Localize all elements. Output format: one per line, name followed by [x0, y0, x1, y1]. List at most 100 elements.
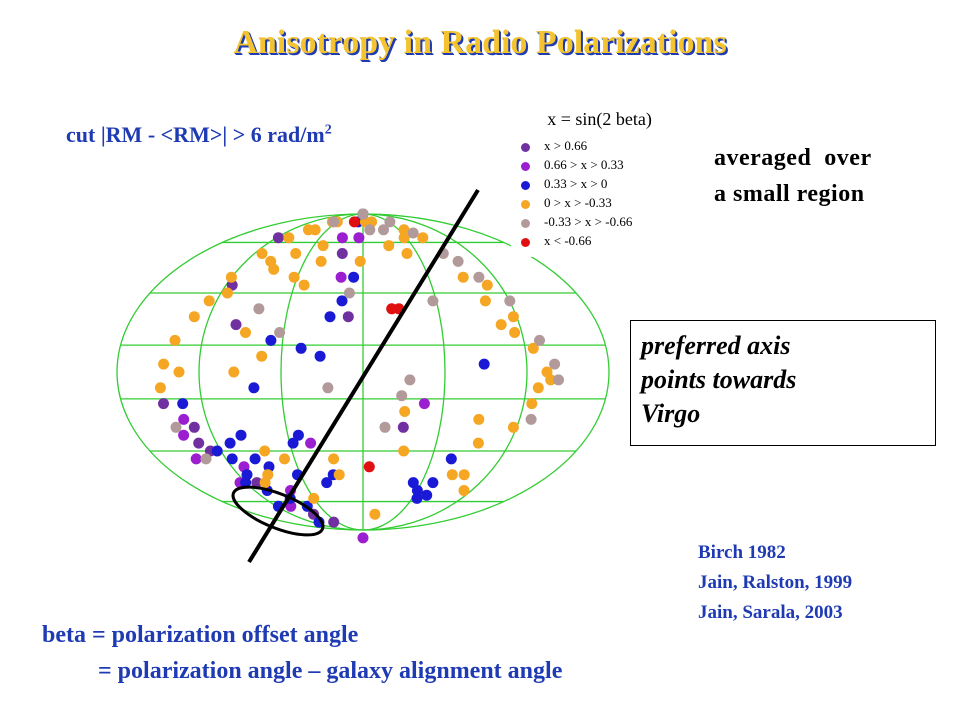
data-point: [398, 224, 410, 236]
data-point: [458, 485, 470, 496]
data-point: [348, 216, 360, 228]
data-point: [481, 279, 493, 291]
data-point: [203, 295, 215, 307]
data-point: [240, 477, 252, 489]
data-point: [225, 271, 237, 283]
data-point: [305, 437, 317, 449]
data-point: [193, 437, 205, 449]
data-point: [357, 532, 369, 544]
data-point: [211, 445, 223, 457]
averaged-line1: averaged over: [714, 145, 872, 171]
data-point: [354, 255, 366, 267]
data-point: [328, 516, 340, 528]
data-point: [226, 453, 238, 465]
data-point: [200, 453, 212, 465]
legend-entry: x > 0.66: [521, 138, 587, 154]
data-point: [504, 295, 516, 307]
page-title: Anisotropy in Radio Polarizations: [233, 24, 727, 61]
data-point: [473, 271, 485, 283]
data-point: [158, 398, 169, 410]
data-point: [228, 366, 240, 378]
data-point: [427, 477, 439, 489]
legend-title: x = sin(2 beta): [547, 109, 652, 129]
data-point: [333, 469, 345, 481]
axis-note-line2: points towards: [641, 365, 797, 394]
data-point: [418, 398, 430, 410]
data-point: [353, 232, 365, 244]
preferred-axis-line: [247, 188, 480, 564]
axis-note-line1: preferred axis: [641, 331, 791, 360]
data-point: [509, 327, 521, 338]
data-point: [342, 311, 354, 323]
data-point: [478, 358, 490, 370]
data-point: [407, 227, 419, 239]
data-point: [283, 232, 295, 244]
data-point: [309, 224, 321, 236]
data-point: [357, 208, 369, 220]
data-point: [230, 319, 242, 331]
data-point: [396, 390, 408, 402]
data-point: [553, 374, 564, 386]
legend-label: x > 0.66: [544, 138, 588, 153]
data-point: [397, 421, 409, 433]
cut-label-sup: 2: [324, 122, 332, 138]
data-point: [265, 334, 277, 346]
data-point: [314, 350, 326, 362]
data-point: [188, 421, 200, 433]
data-point: [473, 413, 485, 425]
data-point: [308, 492, 320, 504]
beta-definition-line2: = polarization angle – galaxy alignment …: [98, 658, 563, 684]
data-point: [221, 287, 233, 299]
data-point: [417, 232, 429, 244]
data-point: [315, 255, 327, 267]
beta-definition-line1: beta = polarization offset angle: [42, 622, 359, 648]
preferred-axis-note: preferred axis points towards Virgo: [630, 320, 936, 446]
data-point: [545, 374, 557, 386]
data-point: [335, 271, 347, 283]
data-point: [507, 421, 519, 433]
data-point: [249, 453, 261, 465]
data-point: [298, 279, 310, 291]
legend-entry: x < -0.66: [521, 233, 591, 249]
data-point: [321, 477, 333, 489]
data-point: [421, 489, 433, 501]
data-point: [336, 248, 348, 259]
data-point: [384, 216, 396, 228]
data-point: [378, 224, 389, 236]
data-point: [170, 421, 182, 433]
legend-swatch: [521, 237, 530, 247]
data-point: [188, 311, 200, 323]
data-point: [248, 382, 260, 394]
data-point: [411, 492, 423, 504]
data-point: [399, 406, 411, 417]
data-point: [253, 303, 265, 315]
data-point: [259, 477, 271, 489]
data-point: [328, 216, 340, 228]
data-point: [290, 248, 302, 259]
data-point: [495, 319, 507, 331]
averaged-note: averaged over a small region: [714, 140, 872, 212]
data-point: [279, 453, 290, 465]
reference-item: Jain, Ralston, 1999: [698, 572, 853, 593]
data-point: [177, 398, 189, 410]
data-point: [178, 413, 190, 425]
legend-swatch: [521, 218, 530, 228]
data-point: [427, 295, 439, 307]
data-point: [287, 437, 299, 449]
data-point: [295, 342, 307, 354]
legend-entry: -0.33 > x > -0.66: [521, 214, 632, 230]
reference-item: Birch 1982: [698, 542, 786, 563]
data-point: [288, 271, 300, 283]
data-point: [411, 485, 423, 496]
data-point: [472, 437, 484, 449]
legend-swatch: [521, 161, 530, 171]
data-point: [398, 232, 410, 244]
legend-label: -0.33 > x > -0.66: [544, 214, 633, 229]
data-point: [363, 461, 375, 473]
data-point: [256, 248, 268, 259]
cut-label-text: cut |RM - <RM>| > 6 rad/m: [66, 122, 325, 147]
data-point: [224, 437, 236, 449]
legend-entry: 0.66 > x > 0.33: [521, 157, 624, 173]
axis-note-line3: Virgo: [641, 399, 701, 428]
data-point: [507, 311, 519, 323]
